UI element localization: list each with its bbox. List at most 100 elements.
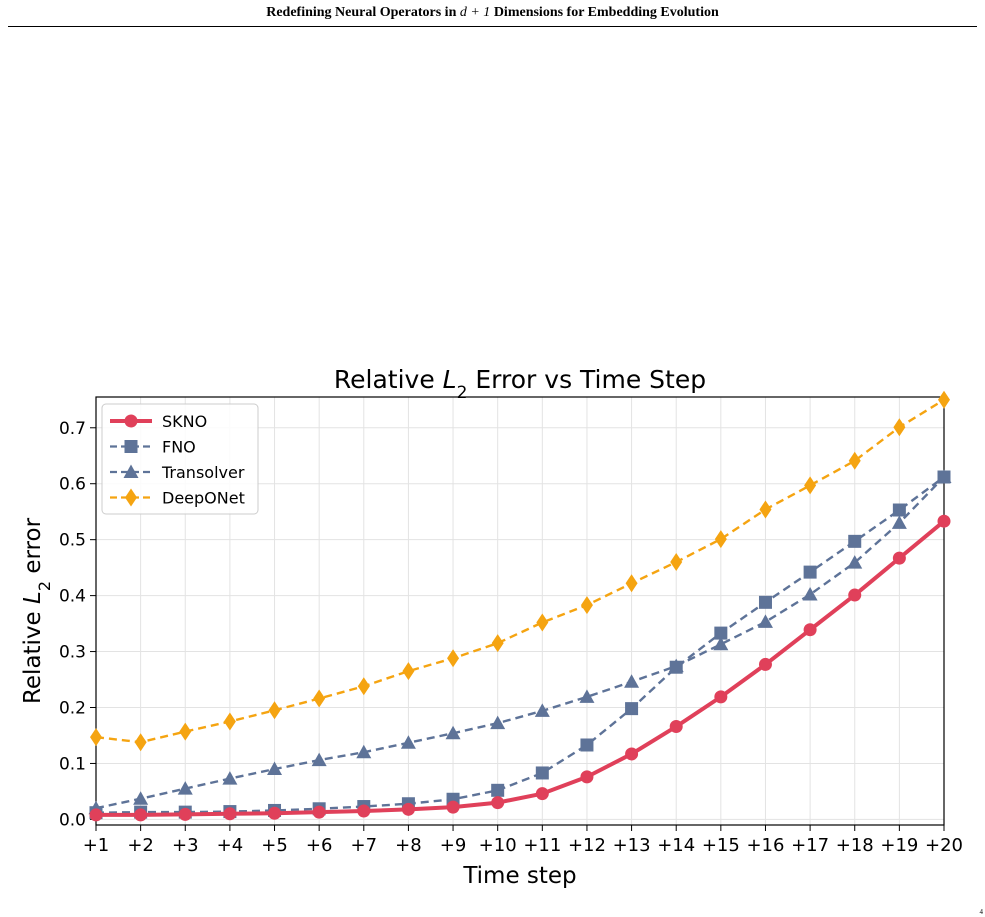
legend-item-deeponet: DeepONet	[110, 488, 245, 508]
series-line-deeponet	[95, 398, 945, 744]
y-axis-label-suffix: error	[20, 517, 46, 581]
point-deeponet	[625, 574, 638, 593]
point-skno	[803, 623, 817, 637]
x-tick-label: +7	[351, 835, 378, 856]
plot-frame	[95, 396, 945, 826]
paper-title-suffix: Dimensions for Embedding Evolution	[490, 5, 719, 20]
point-deeponet	[804, 476, 817, 495]
point-fno	[758, 595, 772, 609]
legend-marker-skno	[124, 414, 138, 428]
chart-title-suffix: Error vs Time Step	[467, 365, 706, 394]
paper-title-prefix: Redefining Neural Operators in	[266, 5, 460, 20]
point-deeponet	[759, 500, 772, 519]
y-tick-label: 0.4	[59, 587, 86, 607]
series-transolver	[88, 469, 952, 815]
point-transolver	[713, 636, 729, 651]
point-transolver	[445, 725, 461, 740]
point-deeponet	[491, 634, 504, 653]
point-deeponet	[580, 596, 593, 615]
point-skno	[580, 770, 594, 784]
x-tick-label: +10	[479, 835, 517, 856]
y-axis-label: Relative L2 error	[20, 517, 54, 704]
point-transolver	[891, 515, 907, 529]
x-tick-label: +18	[836, 835, 874, 856]
legend-label-fno: FNO	[162, 438, 196, 457]
point-deeponet	[402, 662, 415, 681]
point-skno	[848, 588, 862, 602]
point-fno	[535, 766, 549, 780]
point-fno	[714, 626, 728, 640]
point-fno	[669, 660, 683, 674]
x-tick-label: +3	[172, 835, 199, 856]
point-deeponet	[268, 701, 281, 720]
x-tick-label: +12	[568, 835, 606, 856]
series-line-skno	[96, 519, 946, 817]
point-skno	[401, 802, 415, 816]
point-skno	[89, 808, 103, 822]
point-skno	[535, 787, 549, 801]
point-deeponet	[223, 712, 236, 731]
chart-title-var: L	[443, 365, 457, 394]
point-deeponet	[938, 390, 950, 409]
point-transolver	[847, 555, 863, 569]
point-skno	[937, 514, 951, 528]
point-transolver	[356, 744, 372, 759]
point-deeponet	[447, 649, 460, 668]
x-tick-label: +8	[395, 835, 422, 856]
point-fno	[580, 738, 594, 752]
x-tick-label: +20	[925, 835, 963, 856]
point-transolver	[400, 735, 416, 749]
point-skno	[312, 805, 326, 819]
x-axis-label: Time step	[462, 863, 576, 889]
series-line-fno	[95, 476, 945, 814]
point-fno	[803, 565, 817, 579]
legend-label-deeponet: DeepONet	[162, 489, 245, 508]
point-fno	[848, 534, 862, 548]
point-fno	[892, 503, 906, 517]
x-tick-label: +1	[83, 835, 110, 856]
y-tick-label: 0.7	[59, 419, 86, 439]
legend-marker-transolver	[123, 464, 139, 478]
y-axis-label-var: L	[20, 591, 46, 604]
x-tick-label: +13	[613, 835, 651, 856]
chart-title-prefix: Relative	[334, 365, 443, 394]
point-skno	[491, 796, 505, 810]
x-tick-label: +16	[746, 835, 784, 856]
point-skno	[714, 690, 728, 704]
y-tick-label: 0.2	[59, 699, 86, 719]
point-transolver	[757, 614, 773, 628]
point-deeponet	[313, 689, 326, 708]
legend-box	[101, 403, 259, 515]
x-tick-label: +14	[657, 835, 695, 856]
y-tick-label: 0.1	[59, 754, 86, 774]
legend-label-transolver: Transolver	[161, 463, 245, 482]
legend-item-transolver: Transolver	[110, 463, 245, 482]
y-axis: 0.0 0.1 0.2 0.3 0.4 0.5 0.6 0.7	[59, 419, 96, 830]
series-line-transolver	[95, 476, 945, 810]
point-deeponet	[670, 553, 683, 572]
paper-title-math: d + 1	[459, 5, 491, 20]
chart-title: Relative L2 Error vs Time Step	[334, 365, 706, 403]
point-skno	[357, 804, 371, 818]
x-tick-label: +11	[523, 835, 561, 856]
y-axis-label-prefix: Relative	[20, 604, 46, 704]
legend: SKNO FNO Transolver DeepONet	[101, 403, 259, 515]
legend-label-skno: SKNO	[162, 412, 207, 431]
paper-header: Redefining Neural Operators in d + 1 Dim…	[8, 0, 977, 27]
point-skno	[178, 807, 192, 821]
x-tick-label: +19	[880, 835, 918, 856]
point-deeponet	[357, 677, 370, 696]
y-tick-label: 0.0	[59, 810, 86, 830]
y-tick-label: 0.3	[59, 643, 86, 663]
point-transolver	[579, 689, 595, 703]
point-transolver	[133, 791, 149, 805]
page-number: 4	[979, 908, 984, 916]
point-deeponet	[848, 451, 861, 470]
point-skno	[892, 551, 906, 565]
point-deeponet	[893, 418, 906, 437]
point-deeponet	[714, 530, 727, 549]
legend-item-fno: FNO	[110, 438, 196, 457]
x-tick-label: +5	[261, 835, 288, 856]
point-transolver	[490, 715, 506, 730]
